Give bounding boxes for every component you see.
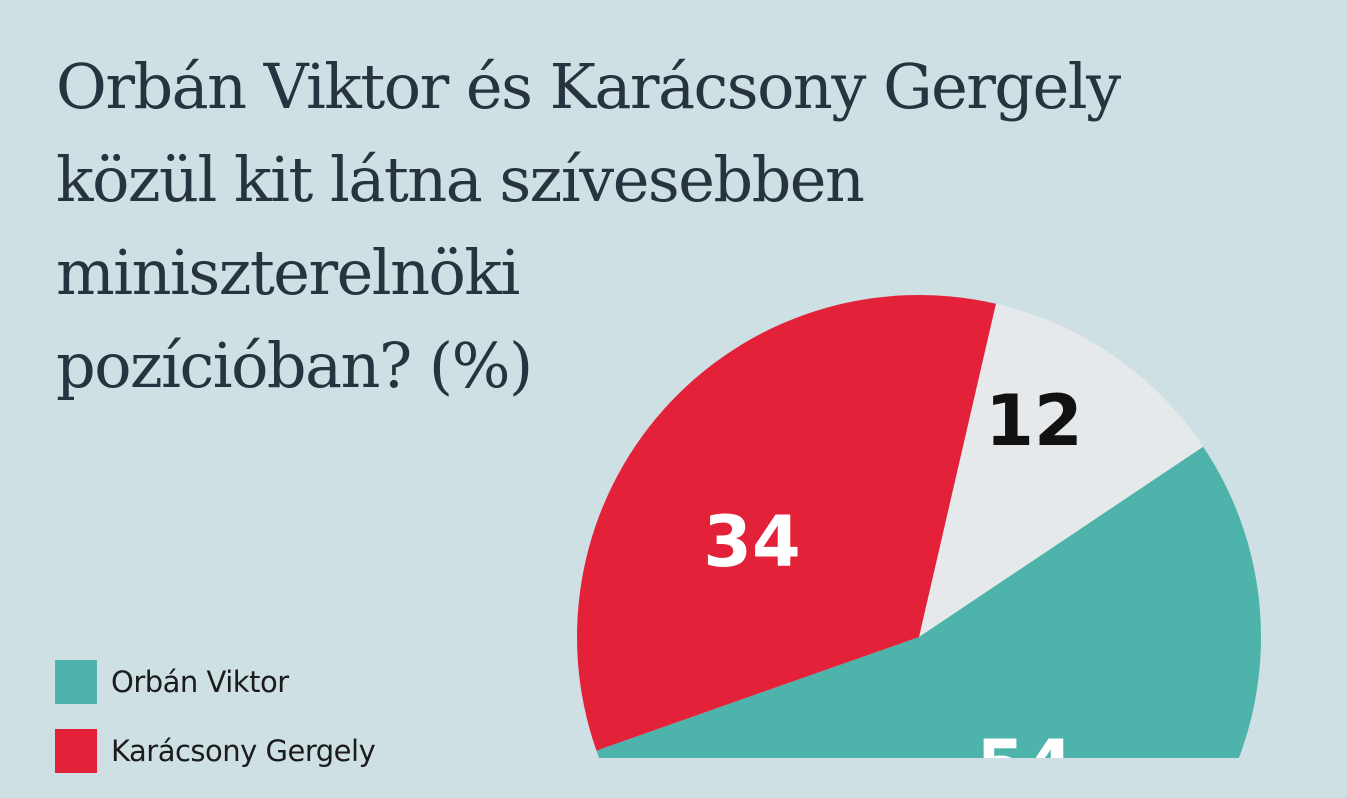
pie-chart: 34 12 54 <box>576 294 1261 758</box>
slice-other <box>919 303 1204 637</box>
pie-slices <box>576 294 1261 758</box>
legend-swatch-karacsony <box>55 729 97 773</box>
legend-label-karacsony: Karácsony Gergely <box>111 734 376 768</box>
slice-orban <box>596 446 1261 758</box>
legend-item-orban: Orbán Viktor <box>55 660 375 704</box>
slice-label-other: 12 <box>985 380 1082 462</box>
slice-label-karacsony: 34 <box>703 501 800 583</box>
chart-title: Orbán Viktor és Karácsony Gergely közül … <box>56 40 1306 412</box>
legend-item-karacsony: Karácsony Gergely <box>55 729 376 773</box>
slice-label-orban: 54 <box>976 725 1073 758</box>
slice-karacsony <box>576 294 996 751</box>
title-line-1: Orbán Viktor és Karácsony Gergely <box>56 50 1121 123</box>
title-line-2: közül kit látna szívesebben <box>56 143 865 216</box>
title-line-3: miniszterelnöki <box>56 236 520 309</box>
legend: Orbán Viktor Karácsony Gergely <box>55 660 376 798</box>
legend-swatch-orban <box>55 660 97 704</box>
legend-label-orban: Orbán Viktor <box>111 665 289 699</box>
title-line-4: pozícióban? (%) <box>56 329 533 402</box>
